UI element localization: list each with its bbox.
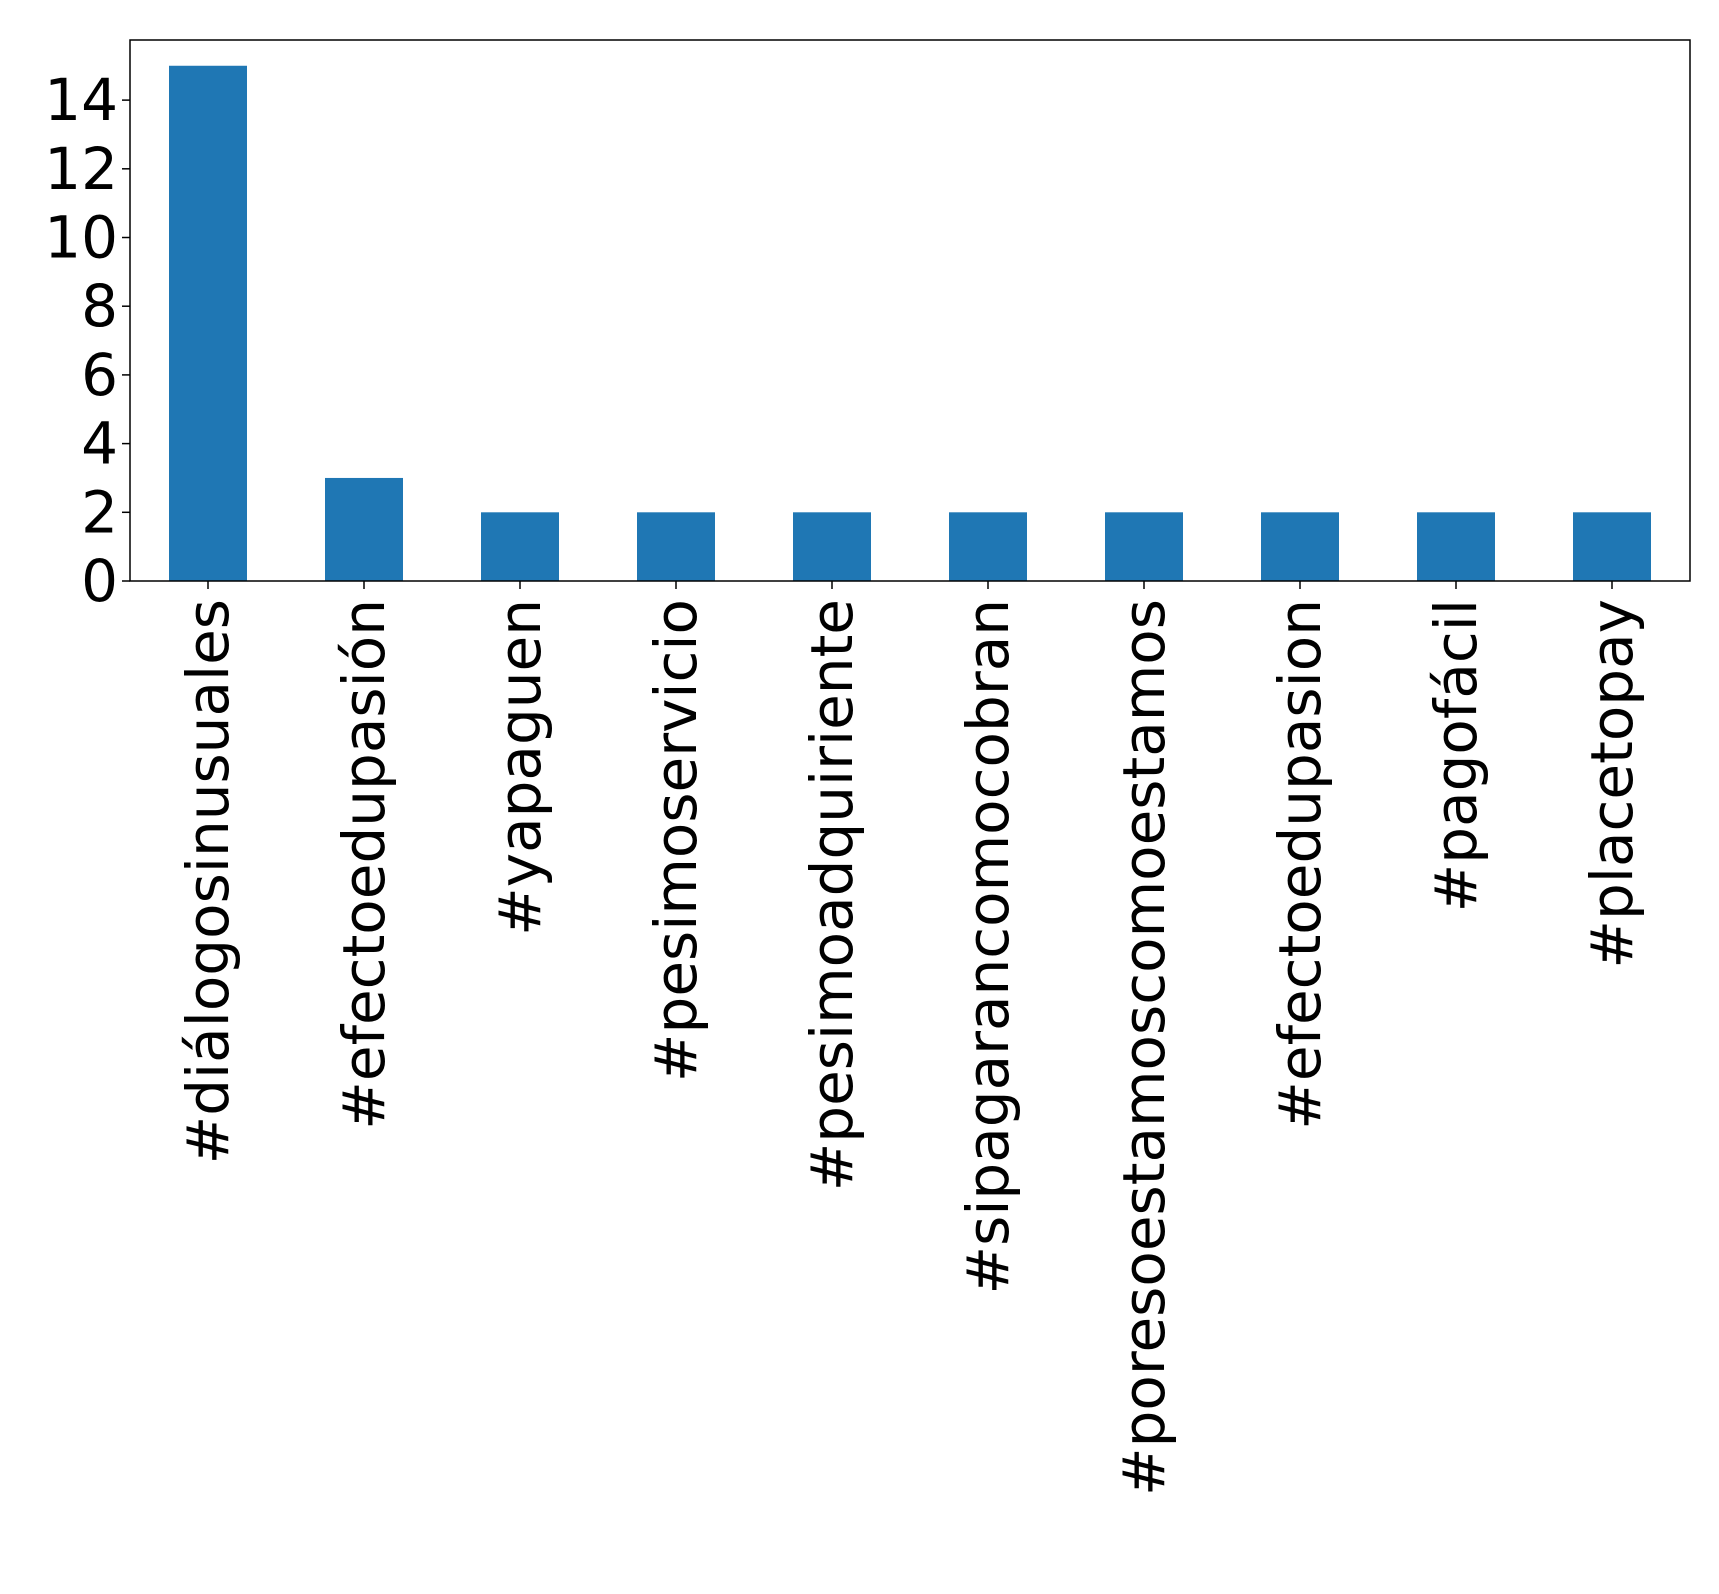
y-tick-label: 14 [44, 66, 118, 134]
bar-3 [481, 512, 559, 581]
x-tick-label: #pesimoservicio [642, 599, 710, 1082]
bar-6 [949, 512, 1027, 581]
bar-1 [169, 65, 247, 581]
plot-area-frame [129, 39, 1691, 582]
y-tick-label: 12 [44, 135, 118, 203]
y-tick-label: 6 [81, 341, 118, 409]
x-tick-label: #diálogosinusuales [174, 599, 242, 1164]
x-axis: #diálogosinusuales #efectoedupasión #yapag… [174, 581, 1646, 1496]
x-tick-label: #sipagarancomocobran [954, 599, 1022, 1295]
bar-8 [1261, 512, 1339, 581]
bar-2 [325, 477, 403, 581]
x-tick-label: #poresoestamoscomoestamos [1110, 599, 1178, 1496]
y-tick-label: 4 [81, 410, 118, 478]
x-tick-label: #pesimoadquiriente [798, 599, 866, 1191]
bar-5 [793, 512, 871, 581]
bar-10 [1573, 512, 1651, 581]
x-tick-label: #efectoedupasión [330, 599, 398, 1130]
x-tick-label: #efectoedupasion [1266, 599, 1334, 1130]
y-tick-label: 10 [44, 204, 118, 272]
x-tick-label: #placetopay [1578, 599, 1646, 969]
bar-9 [1417, 512, 1495, 581]
bars-layer [169, 65, 1651, 581]
bar-7 [1105, 512, 1183, 581]
x-tick-label: #pagofácil [1422, 599, 1490, 912]
y-tick-label: 2 [81, 478, 118, 546]
y-tick-label: 8 [81, 272, 118, 340]
y-tick-label: 0 [81, 547, 118, 615]
x-tick-label: #yapaguen [486, 599, 554, 936]
bar-4 [637, 512, 715, 581]
